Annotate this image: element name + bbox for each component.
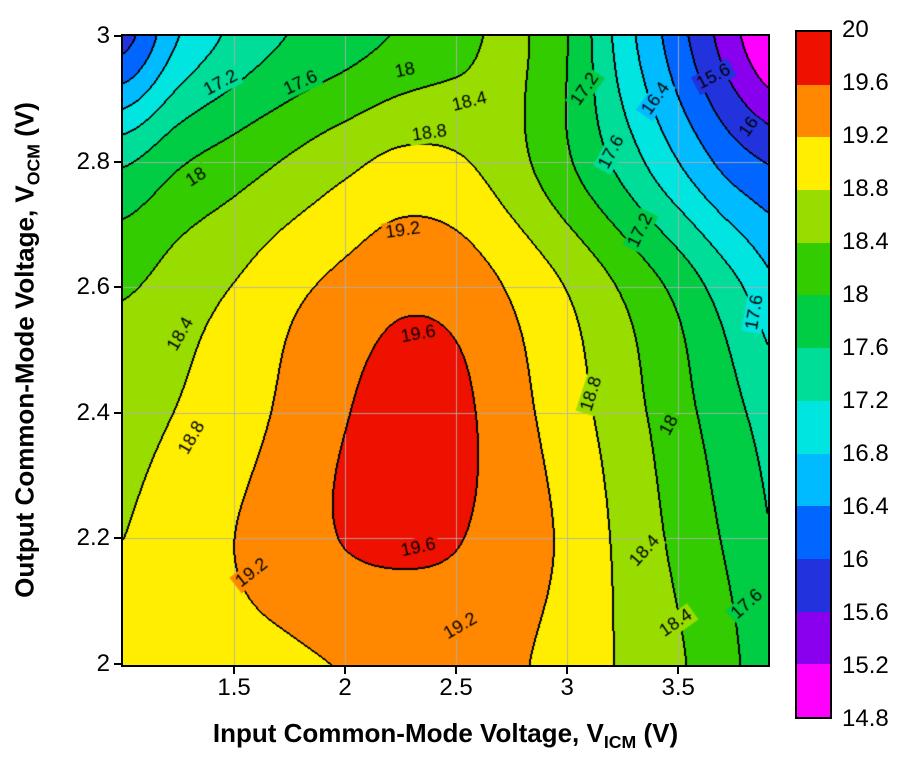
colorbar-band — [797, 32, 830, 85]
y-tick-label: 2 — [96, 650, 110, 677]
colorbar-band — [797, 295, 830, 349]
colorbar-label: 20 — [842, 16, 869, 43]
colorbar-label: 18 — [842, 281, 869, 308]
y-tick-mark — [114, 160, 121, 163]
colorbar-band — [797, 506, 830, 559]
y-tick-label: 3 — [96, 22, 110, 49]
colorbar-band — [797, 558, 830, 612]
y-axis-title-subscript: OCM — [23, 144, 44, 186]
y-tick-label: 2.6 — [76, 273, 110, 301]
x-tick-mark — [455, 667, 458, 674]
colorbar-band — [797, 611, 830, 665]
y-tick-label: 2.8 — [76, 147, 110, 175]
x-tick-mark — [566, 667, 569, 674]
colorbar-label: 16.4 — [842, 493, 889, 520]
x-tick-label: 3 — [560, 674, 574, 701]
y-tick-mark — [114, 35, 121, 37]
x-tick-label: 2 — [338, 674, 352, 701]
x-axis-title-units: (V) — [636, 718, 679, 748]
x-axis-title: Input Common-Mode Voltage, VICM (V) — [123, 718, 768, 753]
colorbar-label: 15.6 — [842, 599, 889, 626]
colorbar-band — [797, 242, 830, 296]
colorbar-label: 16 — [842, 546, 869, 573]
colorbar-label: 17.2 — [842, 387, 889, 414]
y-tick-mark — [114, 537, 121, 540]
colorbar-band — [797, 453, 830, 507]
colorbar-band — [797, 664, 830, 717]
colorbar-label: 14.8 — [842, 705, 889, 732]
colorbar-band — [797, 400, 830, 454]
y-axis-title: Output Common-Mode Voltage, VOCM (V) — [9, 102, 44, 598]
colorbar-label: 18.8 — [842, 175, 889, 202]
colorbar-label: 17.6 — [842, 334, 889, 361]
x-tick-mark — [233, 667, 236, 674]
colorbar-band — [797, 137, 830, 191]
y-tick-label: 2.2 — [76, 524, 110, 552]
x-tick-mark — [344, 667, 347, 674]
x-axis-title-text: Input Common-Mode Voltage, V — [212, 718, 604, 748]
y-axis-title-units: (V) — [9, 102, 40, 145]
colorbar — [795, 30, 832, 719]
x-tick-mark — [677, 667, 680, 674]
y-tick-mark — [114, 411, 121, 414]
y-tick-mark — [114, 663, 121, 665]
x-tick-label: 1.5 — [217, 674, 251, 701]
colorbar-label: 18.4 — [842, 228, 889, 255]
contour-canvas — [123, 36, 768, 665]
colorbar-label: 19.6 — [842, 69, 889, 96]
y-axis-title-text: Output Common-Mode Voltage, V — [9, 185, 40, 598]
x-tick-label: 3.5 — [661, 674, 695, 701]
colorbar-label: 15.2 — [842, 652, 889, 679]
colorbar-label: 16.8 — [842, 440, 889, 467]
colorbar-band — [797, 348, 830, 401]
y-tick-label: 2.4 — [76, 398, 110, 426]
colorbar-label: 19.2 — [842, 122, 889, 149]
colorbar-band — [797, 190, 830, 243]
y-tick-mark — [114, 286, 121, 289]
x-tick-label: 2.5 — [439, 674, 473, 701]
colorbar-band — [797, 84, 830, 138]
x-axis-title-subscript: ICM — [603, 732, 637, 753]
